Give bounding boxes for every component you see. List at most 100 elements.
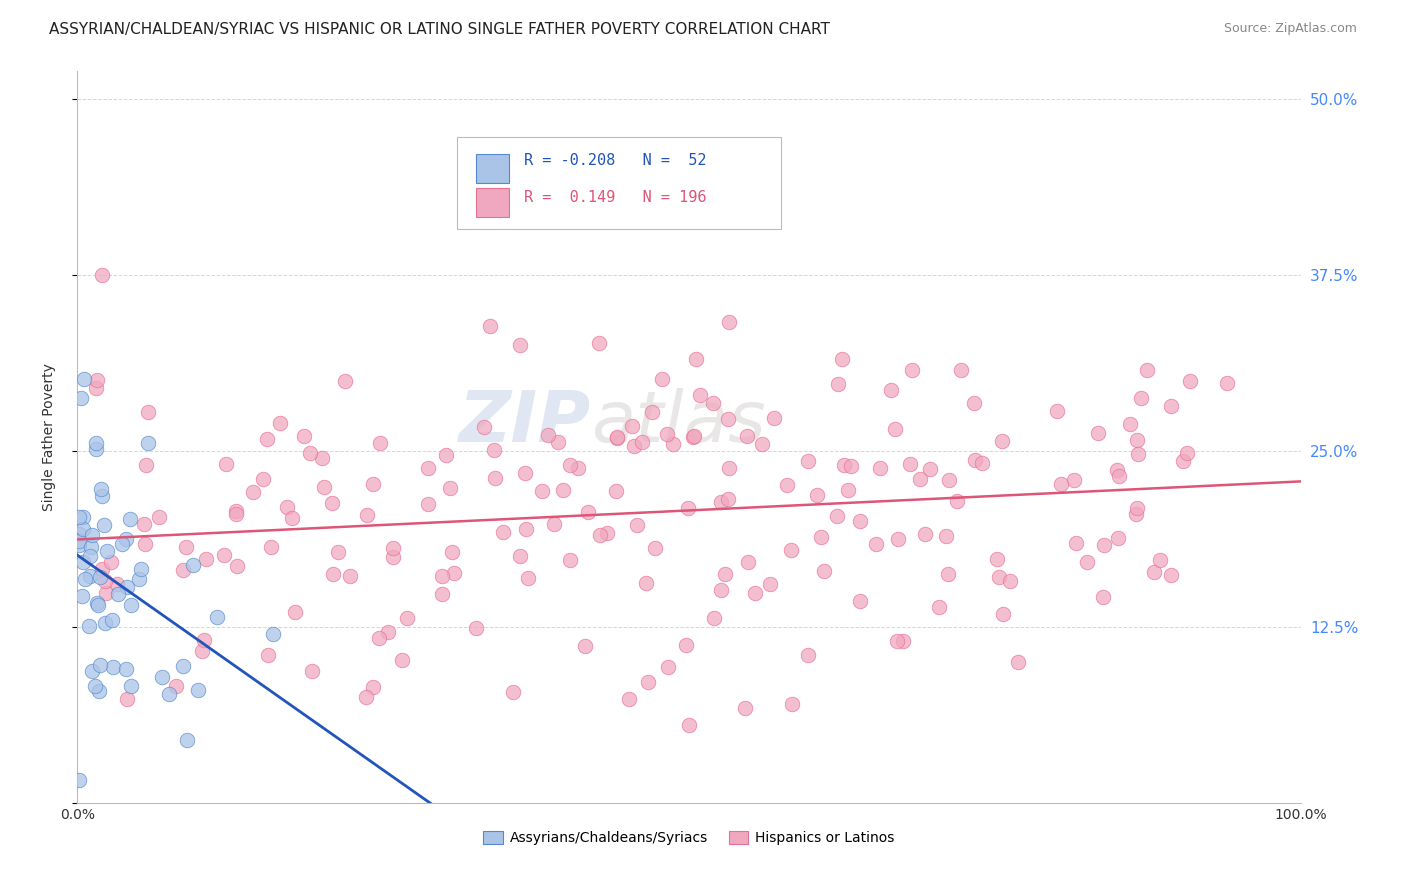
Point [1050,476,1073,491]
Point [96,544,118,558]
Point [537,428,560,442]
Point [135,458,157,473]
Point [849,593,872,607]
Point [702,395,724,409]
Point [72,522,94,536]
Point [114,532,136,546]
Point [86,373,108,387]
Point [67,510,90,524]
Point [69,391,91,405]
Point [1063,473,1085,487]
Point [759,576,782,591]
Point [90,268,112,283]
Point [1046,404,1069,418]
Point [114,662,136,676]
Point [284,605,307,619]
Point [685,352,707,367]
Point [416,497,439,511]
Point [849,514,872,528]
Point [605,483,627,498]
Point [839,458,862,473]
Point [91,562,114,576]
Point [128,572,150,586]
Point [1143,566,1166,580]
Point [187,682,209,697]
Point [718,315,741,329]
Point [339,569,361,583]
FancyBboxPatch shape [457,137,780,228]
Point [1087,425,1109,440]
Point [630,435,652,450]
Point [84,436,107,450]
Point [326,544,349,558]
Point [918,461,941,475]
Point [440,545,463,559]
Point [710,495,733,509]
Point [172,563,194,577]
Point [744,586,766,600]
Point [1130,391,1153,405]
Point [472,420,495,434]
Point [89,658,111,673]
Point [531,484,554,499]
Point [391,653,413,667]
Point [367,631,389,645]
Point [90,483,112,497]
Point [83,679,105,693]
Point [443,566,465,581]
Point [148,509,170,524]
Point [94,615,117,630]
Point [1119,417,1142,431]
Point [1173,453,1195,467]
Point [678,718,700,732]
Point [617,692,640,706]
Point [657,426,679,441]
Point [605,430,627,444]
Point [963,453,986,467]
Point [543,517,565,532]
Point [938,567,960,582]
Point [84,381,107,395]
Point [637,674,659,689]
Point [991,434,1014,449]
Point [662,437,685,451]
Point [703,610,725,624]
Point [657,660,679,674]
Point [94,574,117,588]
Point [893,634,915,648]
Point [776,478,799,492]
Point [1126,447,1149,461]
Point [914,526,936,541]
Point [312,480,335,494]
Point [588,335,610,350]
Point [115,692,138,706]
Point [710,583,733,598]
Point [908,472,931,486]
Point [176,733,198,747]
Point [1107,531,1129,545]
Point [806,488,828,502]
Point [115,580,138,594]
Point [596,526,619,541]
Point [825,509,848,524]
Point [311,450,333,465]
Point [215,457,238,471]
Point [89,570,111,584]
Point [120,679,142,693]
Point [299,445,322,459]
Point [86,596,108,610]
Point [194,551,217,566]
Point [70,589,93,603]
Point [832,458,855,473]
Point [72,555,94,569]
Point [717,461,740,475]
Point [73,573,96,587]
Point [1160,399,1182,413]
Point [129,562,152,576]
Point [949,363,972,377]
Point [159,687,181,701]
Point [67,538,90,552]
Point [120,512,142,526]
Point [382,541,405,556]
Point [831,351,853,366]
